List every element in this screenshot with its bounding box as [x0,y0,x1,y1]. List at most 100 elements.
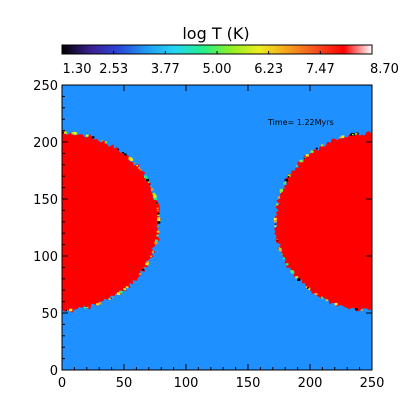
edge-speck [150,188,154,191]
edge-speck [86,306,89,309]
edge-speck [146,178,150,182]
x-tick-label: 250 [360,376,385,391]
edge-speck [139,169,142,171]
edge-speck [355,308,358,311]
edge-speck [341,135,345,138]
edge-speck [282,257,285,260]
x-tick-label: 100 [174,376,199,391]
edge-speck [322,297,324,299]
edge-speck [70,309,73,311]
edge-speck [284,178,289,182]
colorbar-tick-label: 5.00 [203,62,232,77]
edge-speck [273,217,277,221]
left-hot-lobe [62,130,162,313]
edge-speck [138,273,142,275]
edge-speck [148,181,150,183]
edge-speck [355,132,358,135]
edge-speck [85,134,89,137]
edge-speck [71,131,75,135]
edge-speck [155,202,158,204]
edge-speck [325,299,329,302]
edge-speck [117,148,120,150]
edge-speck [156,234,159,237]
edge-speck [350,133,353,136]
edge-speck [62,131,64,134]
colorbar-tick-label: 2.53 [99,62,128,77]
edge-speck [321,144,323,147]
edge-speck [116,292,121,295]
edge-speck [276,240,279,242]
edge-speck [110,297,112,299]
colorbar-title: log T (K) [182,24,249,43]
y-tick-label: 100 [33,250,58,265]
edge-speck [150,186,152,188]
edge-speck [334,302,338,306]
plot-frame [61,84,373,371]
edge-speck [352,133,354,136]
edge-speck [152,192,156,196]
edge-speck [296,165,298,167]
colorbar-tick-label: 7.47 [306,62,335,77]
time-annotation: Time= 1.22Myrs [267,118,334,127]
edge-speck [157,217,161,220]
edge-speck [274,225,277,227]
edge-speck [156,207,159,210]
edge-speck [304,156,306,159]
edge-speck [108,298,111,300]
hot-regions [62,130,372,313]
edge-speck [157,221,161,224]
edge-speck [157,209,159,212]
x-tick-label: 0 [58,376,66,391]
edge-speck [122,152,125,154]
edge-speck [153,194,157,198]
edge-speck [157,214,160,217]
edge-speck [128,157,132,160]
edge-speck [339,136,342,139]
edge-speck [138,167,141,169]
y-tick-label: 50 [41,307,58,322]
x-tick-label: 200 [298,376,323,391]
edge-speck [144,267,146,268]
y-tick-label: 150 [33,193,58,208]
edge-speck [73,132,77,135]
edge-speck [142,269,145,271]
edge-speck [98,302,102,305]
edge-speck [274,223,276,225]
edge-speck [158,226,160,227]
edge-speck [281,253,283,255]
edge-speck [119,290,123,294]
edge-speck [279,250,282,252]
edge-speck [285,263,289,266]
edge-speck [276,239,278,240]
edge-speck [283,182,286,185]
x-tick-label: 150 [236,376,261,391]
colorbar-tick-label: 3.77 [151,62,180,77]
colorbar-tick-label: 6.23 [254,62,283,77]
y-tick-label: 250 [33,79,58,94]
colorbar-ticks: 1.30 2.53 3.77 5.00 6.23 7.47 8.70 [61,51,399,77]
edge-speck [84,307,87,309]
edge-speck [123,288,126,291]
edge-speck [276,203,279,206]
plot-area [62,85,372,370]
edge-speck [155,239,158,242]
edge-speck [154,241,158,245]
edge-speck [285,180,287,183]
edge-speck [307,288,310,290]
edge-speck [76,133,78,135]
edge-speck [96,303,99,306]
edge-speck [280,191,282,193]
edge-speck [151,251,154,254]
y-tick-label: 200 [33,136,58,151]
edge-speck [153,197,158,200]
edge-speck [126,286,129,289]
edge-speck [157,218,161,222]
edge-speck [303,157,305,159]
edge-speck [278,247,281,249]
edge-speck [299,159,303,163]
edge-speck [277,196,281,199]
edge-speck [279,189,283,192]
edge-speck [136,165,139,167]
edge-speck [295,276,299,279]
edge-speck [287,174,291,177]
